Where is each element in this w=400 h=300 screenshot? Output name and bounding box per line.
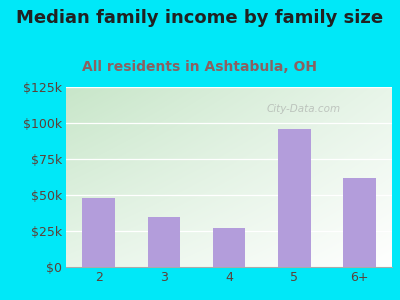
Text: Median family income by family size: Median family income by family size — [16, 9, 384, 27]
Bar — [213, 228, 245, 267]
Bar — [82, 198, 115, 267]
Bar — [278, 129, 310, 267]
Text: All residents in Ashtabula, OH: All residents in Ashtabula, OH — [82, 60, 318, 74]
Bar — [343, 178, 376, 267]
Text: City-Data.com: City-Data.com — [267, 103, 341, 114]
Bar — [148, 217, 180, 267]
